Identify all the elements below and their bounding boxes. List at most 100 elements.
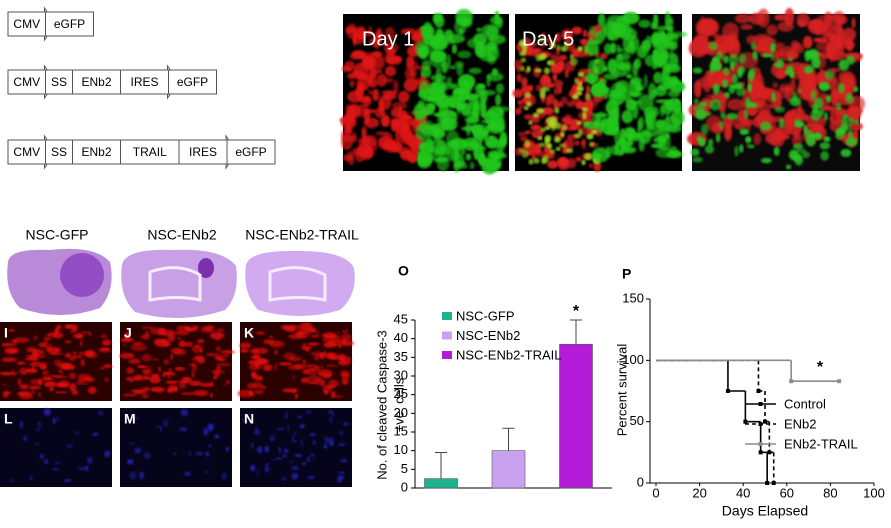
texture-blob [74, 354, 77, 360]
texture-blob [176, 325, 191, 331]
texture-blob [533, 158, 540, 164]
texture-blob [582, 29, 588, 38]
texture-blob [435, 93, 451, 109]
texture-blob [495, 83, 505, 94]
texture-blob [358, 144, 374, 161]
texture-blob [381, 90, 398, 95]
texture-blob [547, 60, 555, 66]
texture-blob [644, 108, 651, 119]
texture-blob [345, 328, 348, 334]
texture-blob [739, 128, 748, 135]
texture-blob [648, 82, 657, 100]
texture-blob [165, 380, 178, 385]
texture-blob [655, 29, 665, 39]
texture-blob [342, 337, 347, 346]
texture-blob [52, 375, 69, 379]
texture-blob [627, 129, 636, 140]
texture-blob [191, 370, 195, 379]
texture-blob [348, 103, 362, 119]
texture-blob [39, 453, 45, 459]
texture-blob [167, 375, 172, 379]
texture-blob [339, 356, 352, 363]
texture-blob [293, 431, 297, 435]
texture-blob [699, 101, 708, 107]
legend-label: ENb2 [784, 416, 817, 431]
texture-blob [2, 383, 7, 387]
texture-blob [722, 55, 730, 64]
texture-blob [555, 146, 561, 152]
texture-blob [314, 354, 319, 361]
texture-blob [197, 338, 205, 344]
texture-blob [213, 370, 221, 378]
construct-label: TRAIL [133, 145, 167, 159]
texture-blob [712, 33, 720, 39]
texture-blob [126, 459, 134, 465]
texture-blob [588, 163, 594, 168]
texture-blob [149, 375, 161, 384]
texture-blob [38, 392, 41, 397]
texture-blob [788, 56, 793, 62]
texture-blob [183, 341, 194, 347]
texture-blob [628, 91, 643, 97]
texture-blob [374, 107, 385, 118]
texture-blob [398, 105, 403, 114]
texture-blob [747, 144, 755, 149]
texture-blob [52, 468, 59, 471]
texture-blob [294, 453, 303, 457]
texture-blob [254, 375, 264, 381]
texture-blob [72, 351, 77, 355]
texture-blob [249, 331, 253, 334]
texture-blob [457, 94, 466, 111]
texture-blob [707, 138, 714, 147]
texture-blob [288, 356, 303, 362]
texture-blob [638, 19, 651, 29]
texture-blob [452, 164, 469, 169]
texture-blob [643, 74, 648, 89]
texture-blob [485, 46, 497, 56]
panel-label: P [622, 266, 631, 282]
texture-blob [306, 476, 310, 480]
texture-blob [578, 129, 583, 135]
texture-blob [61, 363, 72, 369]
texture-blob [716, 50, 723, 60]
y-tick-label: 35 [394, 349, 408, 364]
texture-blob [4, 391, 11, 395]
texture-blob [63, 479, 72, 483]
x-tick-label: 20 [692, 485, 706, 500]
column-label: NSC-GFP [26, 227, 89, 243]
texture-blob [589, 25, 596, 38]
texture-blob [575, 156, 582, 162]
texture-blob [406, 60, 419, 71]
texture-blob [823, 136, 831, 143]
texture-blob [610, 41, 616, 54]
texture-blob [785, 164, 792, 170]
texture-blob [446, 53, 451, 70]
texture-blob [473, 32, 488, 46]
texture-blob [294, 393, 299, 400]
texture-blob [200, 326, 211, 331]
texture-blob [580, 140, 586, 146]
texture-blob [848, 128, 853, 140]
legend-label: Control [784, 396, 826, 411]
texture-blob [170, 353, 173, 361]
texture-blob [249, 355, 261, 359]
texture-blob [340, 373, 351, 379]
texture-blob [306, 375, 322, 383]
texture-blob [726, 98, 745, 111]
texture-blob [371, 50, 383, 58]
texture-blob [205, 353, 221, 357]
texture-blob [734, 145, 739, 157]
texture-blob [495, 93, 502, 107]
texture-blob [393, 43, 399, 53]
texture-blob [330, 395, 344, 398]
texture-blob [541, 32, 546, 39]
texture-blob [558, 54, 568, 61]
texture-blob [256, 468, 259, 476]
texture-blob [173, 452, 176, 456]
texture-blob [770, 42, 776, 53]
construct-label: eGFP [235, 145, 266, 159]
texture-blob [545, 37, 553, 43]
texture-blob [536, 108, 545, 114]
texture-blob [417, 151, 424, 162]
texture-blob [145, 330, 149, 337]
